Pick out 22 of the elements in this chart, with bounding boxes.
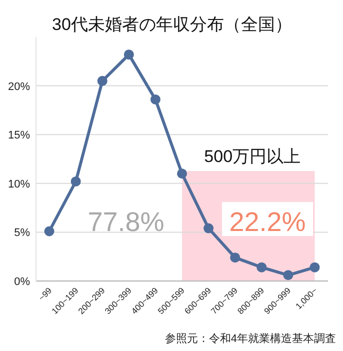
y-tick-label: 20%	[8, 80, 30, 93]
point	[256, 262, 267, 272]
chart-title: 30代未婚者の年収分布（全国）	[52, 15, 292, 34]
annotation: 77.8%	[88, 207, 164, 237]
text: 参照元：令和4年就業構造基本調査	[164, 332, 336, 345]
annotation: 22.2%	[229, 207, 306, 237]
point	[44, 226, 54, 236]
point	[97, 76, 108, 86]
band-label: 500万円以上	[204, 147, 301, 166]
y-tick-label: 0%	[14, 276, 30, 288]
point	[283, 270, 294, 280]
point	[310, 262, 320, 272]
point	[124, 50, 134, 60]
y-tick-label: 5%	[14, 227, 30, 240]
point	[70, 176, 81, 186]
point	[177, 168, 187, 179]
point	[150, 94, 160, 104]
y-tick-label: 10%	[8, 178, 30, 190]
x-tick-label: ~99	[36, 285, 54, 303]
point	[230, 252, 240, 263]
y-tick-label: 15%	[8, 130, 30, 142]
point	[204, 223, 214, 234]
